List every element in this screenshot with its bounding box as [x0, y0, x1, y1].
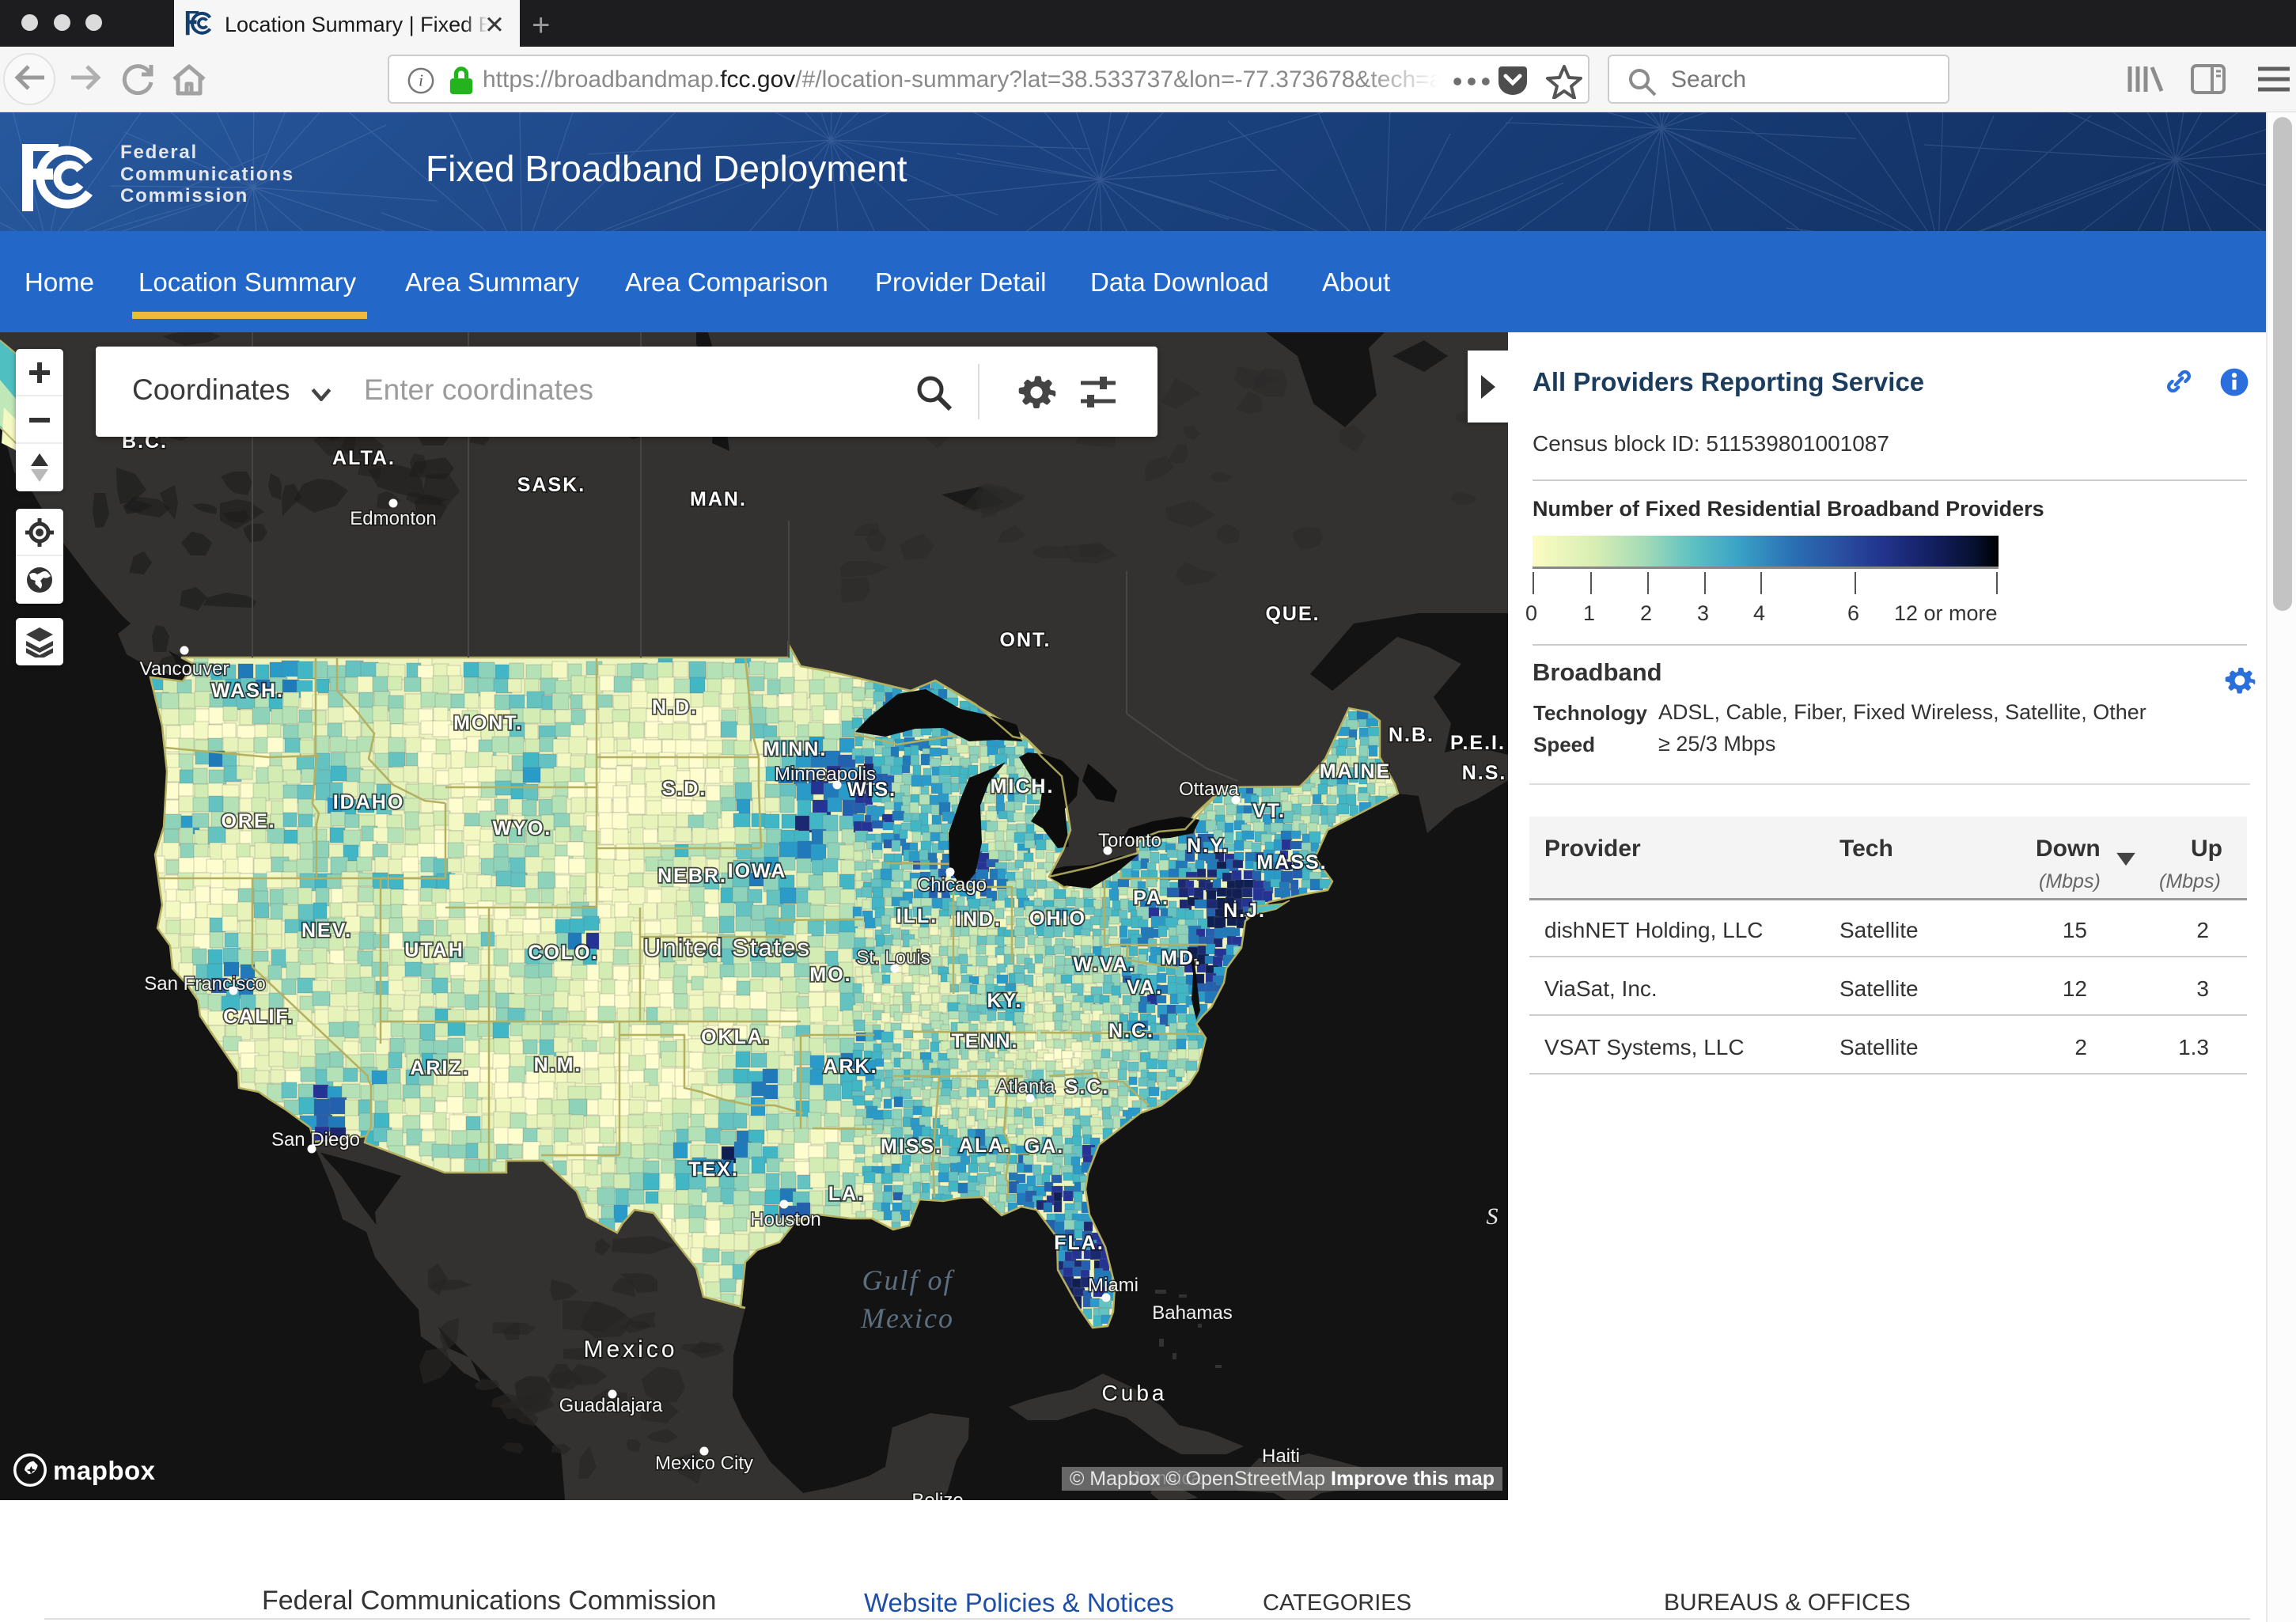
svg-text:United States: United States — [643, 934, 811, 961]
svg-text:Mexico City: Mexico City — [655, 1453, 753, 1474]
svg-text:IDAHO: IDAHO — [333, 791, 405, 813]
svg-text:Gulf of: Gulf of — [862, 1264, 955, 1296]
svg-text:WYO.: WYO. — [493, 817, 552, 839]
svg-text:Atlanta: Atlanta — [996, 1076, 1055, 1097]
svg-text:N.S.: N.S. — [1462, 762, 1507, 784]
svg-text:WASH.: WASH. — [211, 680, 284, 702]
svg-text:Ottawa: Ottawa — [1179, 779, 1240, 800]
svg-text:OHIO: OHIO — [1029, 908, 1086, 930]
svg-text:MD.: MD. — [1161, 947, 1202, 969]
svg-text:N.M.: N.M. — [534, 1054, 582, 1076]
svg-text:W.VA.: W.VA. — [1074, 953, 1136, 976]
svg-text:ALTA.: ALTA. — [332, 447, 396, 469]
svg-text:CALIF.: CALIF. — [223, 1006, 294, 1028]
svg-text:UTAH: UTAH — [404, 939, 464, 961]
svg-text:SASK.: SASK. — [517, 474, 585, 496]
svg-text:TENN.: TENN. — [952, 1030, 1019, 1052]
svg-text:QUE.: QUE. — [1265, 603, 1320, 625]
svg-text:San Francisco: San Francisco — [144, 973, 265, 995]
svg-text:Mexico: Mexico — [583, 1336, 677, 1362]
svg-text:Minneapolis: Minneapolis — [775, 764, 876, 785]
svg-text:Houston: Houston — [750, 1209, 820, 1230]
svg-text:GA.: GA. — [1025, 1135, 1064, 1158]
svg-text:MISS.: MISS. — [881, 1135, 942, 1158]
svg-text:MAN.: MAN. — [690, 488, 747, 510]
svg-text:Haiti: Haiti — [1262, 1446, 1300, 1467]
svg-text:Edmonton: Edmonton — [350, 508, 436, 529]
svg-text:ARIZ.: ARIZ. — [410, 1057, 469, 1079]
svg-text:ORE.: ORE. — [221, 810, 275, 832]
svg-text:MINN.: MINN. — [763, 738, 828, 760]
svg-text:Chicago: Chicago — [917, 874, 987, 896]
svg-text:N.Y.: N.Y. — [1187, 835, 1229, 857]
svg-text:MONT.: MONT. — [453, 712, 523, 734]
svg-text:Vancouver: Vancouver — [140, 658, 229, 680]
svg-text:Mexico: Mexico — [860, 1302, 954, 1334]
svg-text:NEBR.: NEBR. — [657, 865, 727, 887]
svg-text:Bahamas: Bahamas — [1152, 1302, 1232, 1324]
svg-text:N.D.: N.D. — [652, 696, 698, 718]
svg-text:IND.: IND. — [956, 908, 1002, 930]
svg-text:ALA.: ALA. — [959, 1135, 1011, 1157]
svg-text:TEX.: TEX. — [688, 1158, 739, 1180]
svg-text:Cuba: Cuba — [1102, 1381, 1168, 1405]
svg-text:NEV.: NEV. — [301, 919, 352, 942]
svg-text:Belize: Belize — [911, 1490, 963, 1500]
svg-text:N.B.: N.B. — [1389, 724, 1434, 746]
svg-text:S: S — [1487, 1203, 1498, 1230]
svg-text:MAINE: MAINE — [1320, 760, 1392, 783]
svg-text:S.D.: S.D. — [662, 778, 707, 800]
svg-text:MASS.: MASS. — [1256, 851, 1327, 874]
svg-text:FLA.: FLA. — [1054, 1232, 1104, 1254]
svg-text:IOWA: IOWA — [728, 860, 787, 882]
svg-text:ARK.: ARK. — [823, 1055, 877, 1078]
svg-text:VT.: VT. — [1252, 800, 1286, 822]
svg-text:OKLA.: OKLA. — [701, 1026, 771, 1048]
svg-text:MO.: MO. — [809, 964, 851, 986]
svg-text:N.C.: N.C. — [1108, 1020, 1154, 1042]
svg-text:PA.: PA. — [1133, 887, 1169, 909]
svg-text:S.C.: S.C. — [1065, 1076, 1110, 1098]
svg-text:KY.: KY. — [987, 990, 1023, 1012]
svg-text:P.E.I.: P.E.I. — [1450, 732, 1506, 754]
svg-text:ILL.: ILL. — [896, 905, 938, 927]
svg-text:MICH.: MICH. — [991, 775, 1055, 798]
svg-text:Miami: Miami — [1088, 1275, 1139, 1296]
svg-text:VA.: VA. — [1127, 976, 1163, 999]
svg-text:COLO.: COLO. — [528, 942, 598, 964]
svg-text:LA.: LA. — [828, 1183, 865, 1205]
svg-text:i: i — [419, 71, 423, 90]
svg-text:N.J.: N.J. — [1223, 900, 1266, 922]
svg-text:ONT.: ONT. — [1000, 629, 1051, 651]
